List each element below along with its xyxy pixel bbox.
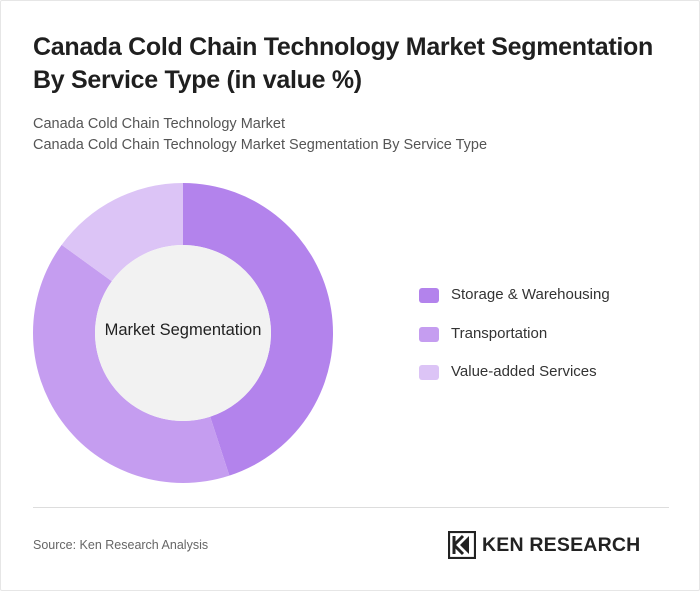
donut-hole [95,245,271,421]
ken-research-logo-icon [448,531,476,559]
legend-label-transportation: Transportation [451,325,548,342]
legend-label-value-added: Value-added Services [451,363,597,380]
legend-swatch-value-added [419,365,439,380]
chart-subtitle: Canada Cold Chain Technology Market Cana… [33,114,673,156]
donut-slice-value-added[interactable] [61,183,183,282]
legend-swatch-transportation [419,327,439,342]
subtitle-line-market: Canada Cold Chain Technology Market [33,116,286,132]
donut-chart [33,183,334,484]
source-note: Source: Ken Research Analysis [33,538,209,552]
chart-title: Canada Cold Chain Technology Market Segm… [33,33,653,94]
legend-label-storage: Storage & Warehousing [451,286,610,303]
donut-center-label: Market Segmentation [104,321,262,339]
footer-divider [33,507,669,508]
donut-slice-transportation[interactable] [33,244,230,484]
legend-swatch-storage [419,288,439,303]
donut-slice-storage[interactable] [183,183,334,476]
subtitle-line-segmentation: Canada Cold Chain Technology Market Segm… [33,137,488,153]
brand-name: KEN RESEARCH [482,534,641,556]
